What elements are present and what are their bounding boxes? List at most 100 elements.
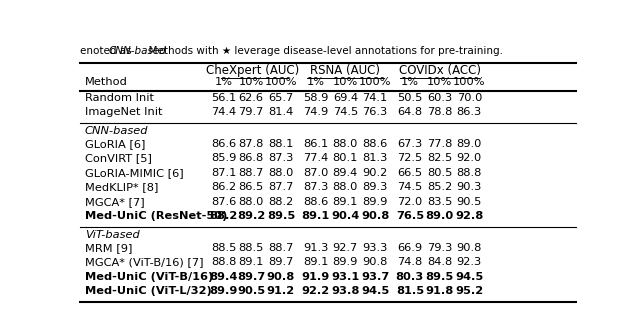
- Text: 72.5: 72.5: [397, 153, 422, 163]
- Text: 87.3: 87.3: [268, 153, 294, 163]
- Text: 91.9: 91.9: [301, 272, 330, 282]
- Text: Med-UniC (ViT-L/32): Med-UniC (ViT-L/32): [85, 286, 212, 296]
- Text: 87.3: 87.3: [303, 182, 328, 192]
- Text: 89.9: 89.9: [333, 257, 358, 267]
- Text: 80.5: 80.5: [427, 168, 452, 178]
- Text: MedKLIP* [8]: MedKLIP* [8]: [85, 182, 158, 192]
- Text: 58.9: 58.9: [303, 93, 328, 103]
- Text: 86.8: 86.8: [239, 153, 264, 163]
- Text: 10%: 10%: [333, 77, 358, 87]
- Text: MRM [9]: MRM [9]: [85, 243, 132, 253]
- Text: 74.5: 74.5: [333, 107, 358, 118]
- Text: 66.9: 66.9: [397, 243, 422, 253]
- Text: 91.3: 91.3: [303, 243, 328, 253]
- Text: enoted as: enoted as: [80, 46, 135, 56]
- Text: 88.0: 88.0: [239, 197, 264, 207]
- Text: 89.7: 89.7: [268, 257, 294, 267]
- Text: 88.6: 88.6: [362, 139, 388, 149]
- Text: 88.8: 88.8: [211, 257, 237, 267]
- Text: 93.1: 93.1: [332, 272, 360, 282]
- Text: 89.5: 89.5: [426, 272, 454, 282]
- Text: 74.8: 74.8: [397, 257, 422, 267]
- Text: Med-UniC (ViT-B/16): Med-UniC (ViT-B/16): [85, 272, 213, 282]
- Text: 94.5: 94.5: [455, 272, 483, 282]
- Text: 88.2: 88.2: [210, 212, 238, 221]
- Text: 10%: 10%: [239, 77, 264, 87]
- Text: 88.5: 88.5: [239, 243, 264, 253]
- Text: 72.0: 72.0: [397, 197, 422, 207]
- Text: 1%: 1%: [215, 77, 233, 87]
- Text: 92.8: 92.8: [455, 212, 483, 221]
- Text: 76.5: 76.5: [396, 212, 424, 221]
- Text: 62.6: 62.6: [239, 93, 264, 103]
- Text: 90.5: 90.5: [237, 286, 265, 296]
- Text: Method: Method: [85, 77, 128, 87]
- Text: 90.3: 90.3: [457, 182, 482, 192]
- Text: . Methods with ★ leverage disease-level annotations for pre-training.: . Methods with ★ leverage disease-level …: [143, 46, 504, 56]
- Text: 100%: 100%: [453, 77, 486, 87]
- Text: 74.1: 74.1: [362, 93, 388, 103]
- Text: 92.7: 92.7: [333, 243, 358, 253]
- Text: MGCA* (ViT-B/16) [7]: MGCA* (ViT-B/16) [7]: [85, 257, 204, 267]
- Text: 64.8: 64.8: [397, 107, 422, 118]
- Text: 86.3: 86.3: [457, 107, 482, 118]
- Text: 77.8: 77.8: [427, 139, 452, 149]
- Text: 91.2: 91.2: [267, 286, 295, 296]
- Text: 1%: 1%: [307, 77, 324, 87]
- Text: ViT-based: ViT-based: [85, 230, 140, 240]
- Text: 74.9: 74.9: [303, 107, 328, 118]
- Text: 92.2: 92.2: [301, 286, 330, 296]
- Text: 89.1: 89.1: [301, 212, 330, 221]
- Text: 67.3: 67.3: [397, 139, 422, 149]
- Text: 95.2: 95.2: [455, 286, 483, 296]
- Text: 87.6: 87.6: [211, 197, 236, 207]
- Text: 90.8: 90.8: [457, 243, 482, 253]
- Text: 88.6: 88.6: [303, 197, 328, 207]
- Text: 89.7: 89.7: [237, 272, 265, 282]
- Text: 50.5: 50.5: [397, 93, 422, 103]
- Text: 90.8: 90.8: [267, 272, 295, 282]
- Text: 89.4: 89.4: [333, 168, 358, 178]
- Text: 78.8: 78.8: [427, 107, 452, 118]
- Text: 92.3: 92.3: [457, 257, 482, 267]
- Text: 81.5: 81.5: [396, 286, 424, 296]
- Text: 86.1: 86.1: [303, 139, 328, 149]
- Text: 81.3: 81.3: [362, 153, 388, 163]
- Text: 89.4: 89.4: [210, 272, 238, 282]
- Text: 60.3: 60.3: [427, 93, 452, 103]
- Text: 88.5: 88.5: [211, 243, 237, 253]
- Text: 89.9: 89.9: [362, 197, 388, 207]
- Text: 88.7: 88.7: [239, 168, 264, 178]
- Text: 86.6: 86.6: [211, 139, 236, 149]
- Text: 89.3: 89.3: [362, 182, 388, 192]
- Text: 77.4: 77.4: [303, 153, 328, 163]
- Text: 89.1: 89.1: [333, 197, 358, 207]
- Text: 89.0: 89.0: [426, 212, 454, 221]
- Text: 87.0: 87.0: [303, 168, 328, 178]
- Text: 88.7: 88.7: [268, 243, 294, 253]
- Text: 90.4: 90.4: [332, 212, 360, 221]
- Text: 79.7: 79.7: [239, 107, 264, 118]
- Text: ConVIRT [5]: ConVIRT [5]: [85, 153, 152, 163]
- Text: 89.2: 89.2: [237, 212, 265, 221]
- Text: 86.5: 86.5: [239, 182, 264, 192]
- Text: GLoRIA-MIMIC [6]: GLoRIA-MIMIC [6]: [85, 168, 184, 178]
- Text: 89.1: 89.1: [239, 257, 264, 267]
- Text: 79.3: 79.3: [427, 243, 452, 253]
- Text: 93.7: 93.7: [361, 272, 389, 282]
- Text: Med-UniC (ResNet-50): Med-UniC (ResNet-50): [85, 212, 227, 221]
- Text: 74.4: 74.4: [211, 107, 236, 118]
- Text: 88.0: 88.0: [333, 182, 358, 192]
- Text: 83.5: 83.5: [427, 197, 452, 207]
- Text: 90.8: 90.8: [361, 212, 389, 221]
- Text: 93.3: 93.3: [362, 243, 388, 253]
- Text: Random Init: Random Init: [85, 93, 154, 103]
- Text: 100%: 100%: [264, 77, 297, 87]
- Text: 100%: 100%: [359, 77, 392, 87]
- Text: 85.2: 85.2: [427, 182, 452, 192]
- Text: 56.1: 56.1: [211, 93, 236, 103]
- Text: 89.5: 89.5: [267, 212, 295, 221]
- Text: 82.5: 82.5: [427, 153, 452, 163]
- Text: CNN-based: CNN-based: [109, 46, 166, 56]
- Text: 76.3: 76.3: [362, 107, 388, 118]
